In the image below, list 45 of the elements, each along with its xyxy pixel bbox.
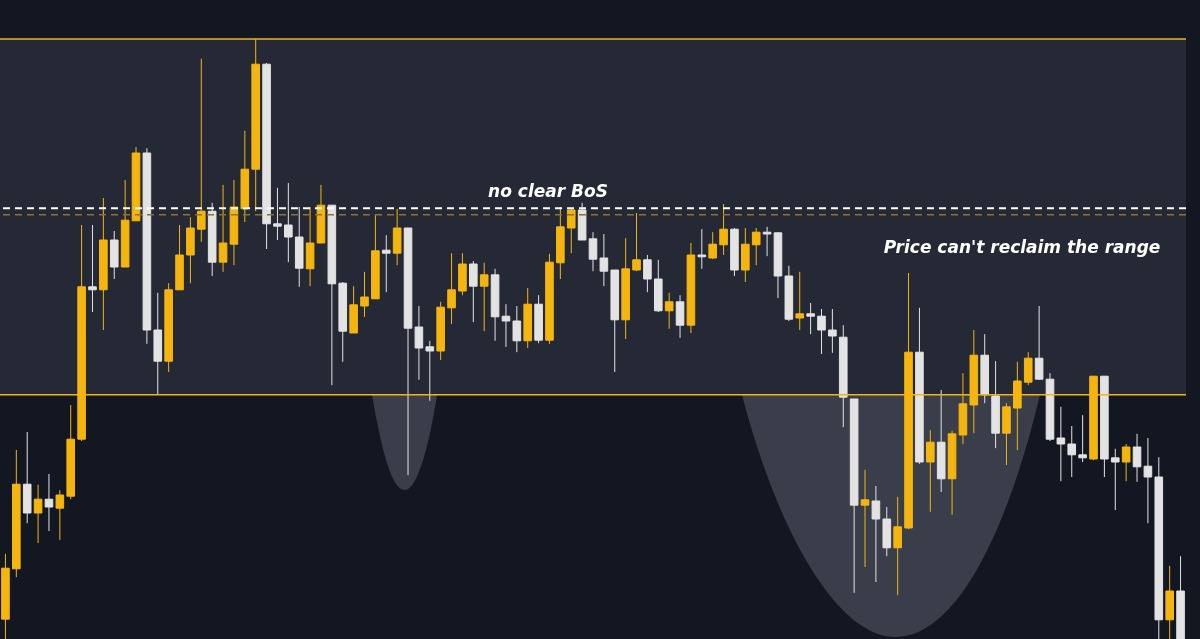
candlestick xyxy=(1121,443,1131,482)
candlestick xyxy=(1110,448,1120,511)
candlestick xyxy=(599,233,609,287)
candlestick xyxy=(55,489,65,541)
candlestick xyxy=(196,58,206,243)
candlestick xyxy=(643,254,652,293)
candlestick xyxy=(1034,305,1044,381)
ref-line-label: no clear BoS xyxy=(488,181,608,202)
candlestick xyxy=(795,271,805,331)
candlestick xyxy=(762,226,772,257)
candlestick xyxy=(479,262,489,332)
candlestick xyxy=(664,292,674,330)
candlestick xyxy=(1023,351,1033,386)
candlestick xyxy=(828,308,837,354)
candlestick xyxy=(1143,437,1153,524)
candlestick xyxy=(708,231,717,260)
candlestick xyxy=(632,212,641,272)
candlestick xyxy=(1067,425,1077,478)
annotation: Price can't reclaim the range xyxy=(883,237,1161,257)
candlestick xyxy=(675,294,685,339)
candlestick xyxy=(425,340,435,402)
candlestick xyxy=(588,231,598,272)
candlestick xyxy=(360,271,369,318)
candlestick xyxy=(44,473,54,532)
candlestick xyxy=(33,484,43,544)
candlestick xyxy=(1132,433,1142,483)
candlestick xyxy=(806,302,815,335)
candlestick xyxy=(893,496,902,596)
candlestick xyxy=(447,252,456,325)
candlestick xyxy=(817,308,826,355)
candlestick xyxy=(469,260,478,323)
candlestick xyxy=(1056,406,1066,482)
candlestick xyxy=(925,429,935,513)
candlestick xyxy=(88,224,97,313)
candlestick xyxy=(751,227,761,266)
candlestick xyxy=(284,182,293,263)
candlestick xyxy=(414,305,424,381)
candlestick xyxy=(719,203,728,256)
candlestick xyxy=(381,234,391,293)
candlestick xyxy=(512,305,522,353)
candlestick xyxy=(697,228,707,270)
candlestick xyxy=(1078,414,1087,463)
candlestick xyxy=(860,469,870,568)
candlestick xyxy=(871,485,881,583)
candlestick xyxy=(273,187,282,241)
